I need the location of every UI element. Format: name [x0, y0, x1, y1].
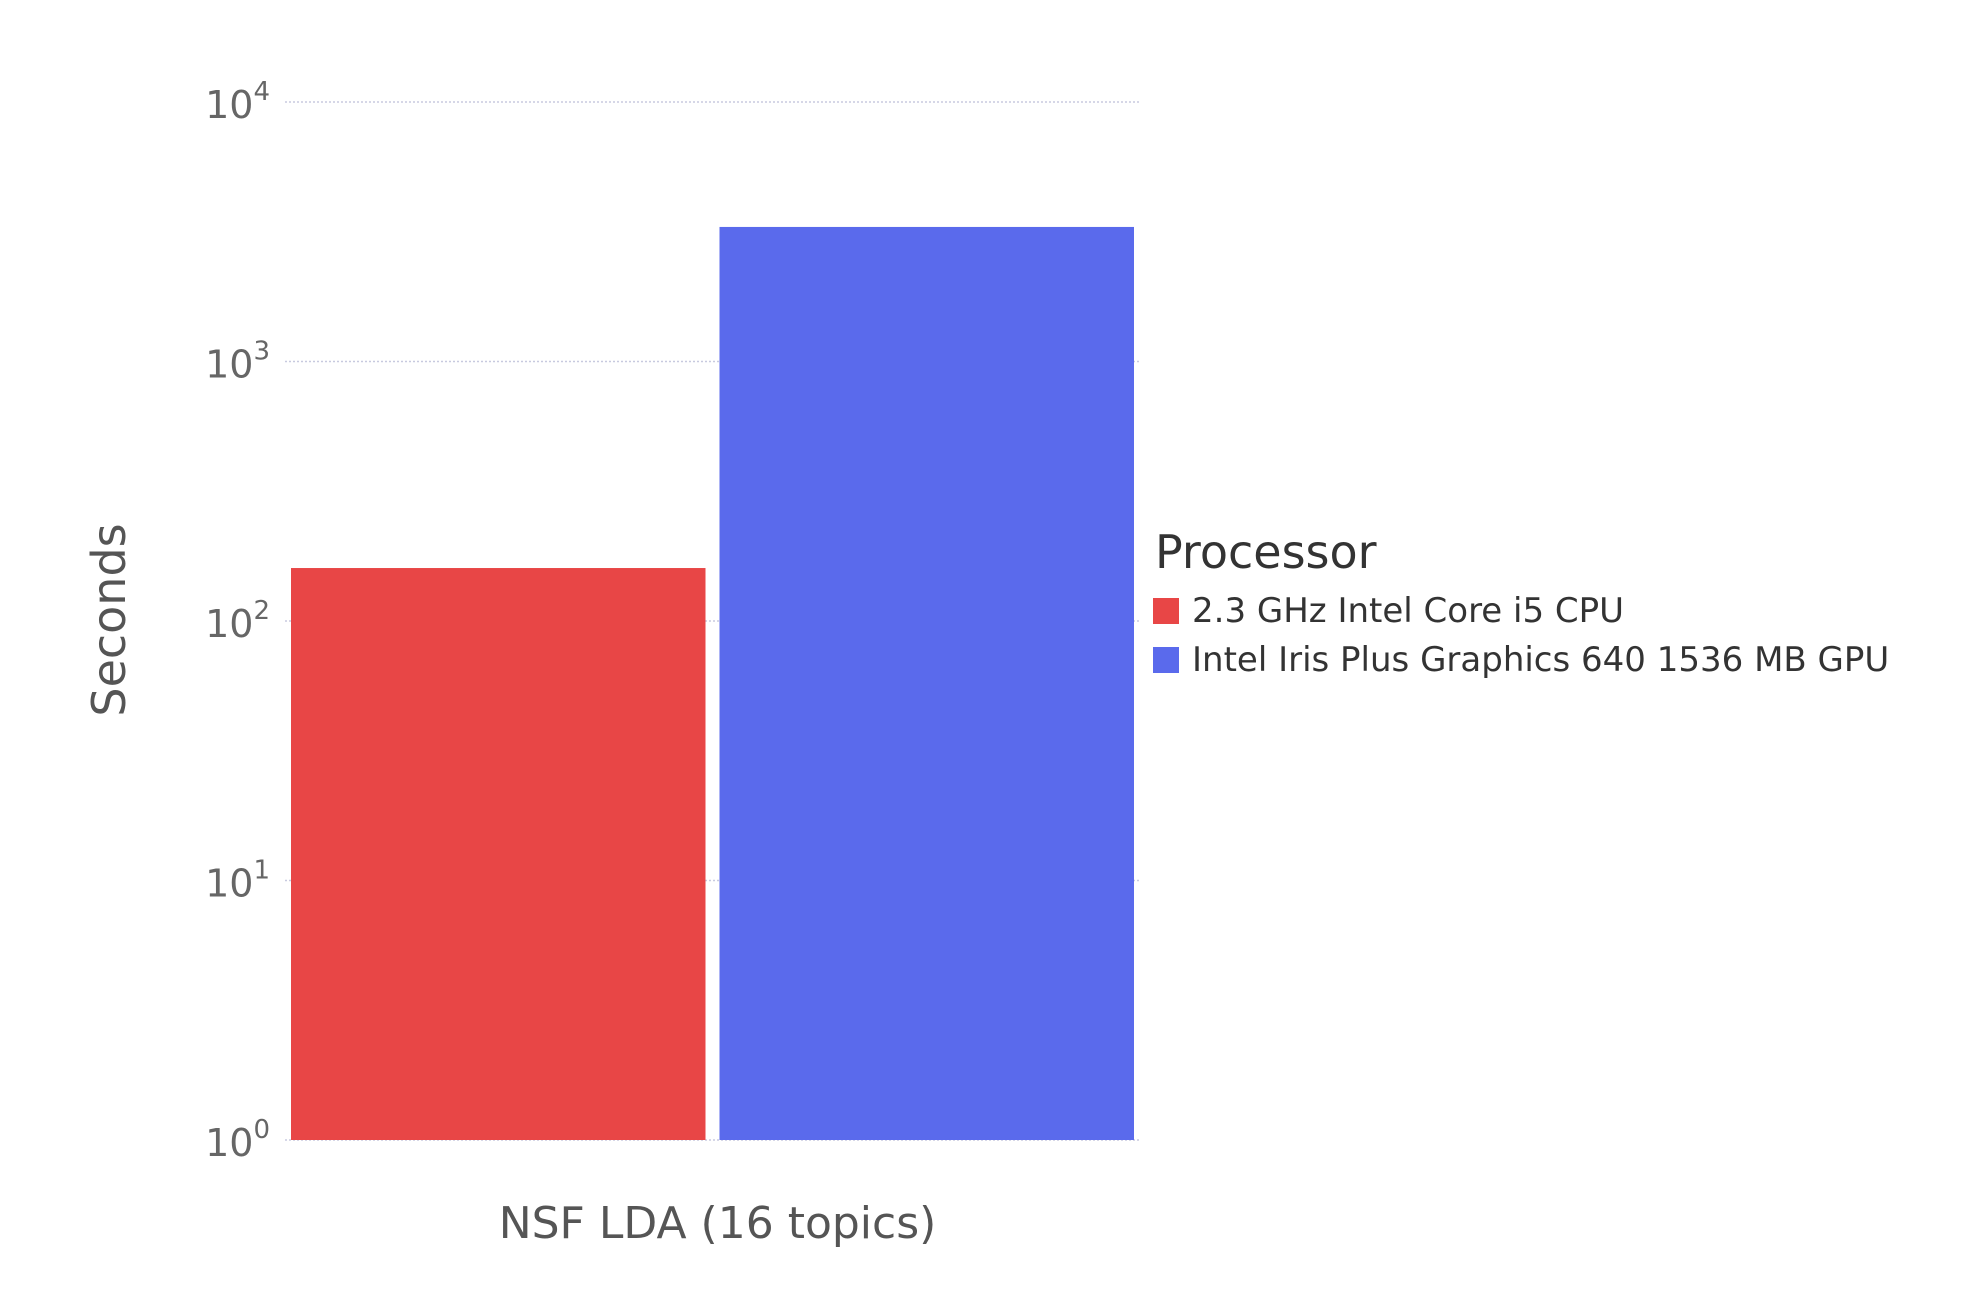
legend: Processor 2.3 GHz Intel Core i5 CPU Intel… — [1153, 525, 1889, 680]
y-tick-label: 102 — [205, 596, 270, 646]
legend-items: 2.3 GHz Intel Core i5 CPU Intel Iris Plus… — [1153, 591, 1889, 680]
bars — [291, 226, 1134, 1141]
x-tick-label: NSF LDA (16 topics) — [499, 1198, 937, 1249]
legend-swatch — [1153, 598, 1179, 624]
y-tick-label: 104 — [205, 77, 270, 127]
bar-cpu — [291, 568, 706, 1140]
y-axis-ticks: 100 101 102 103 104 — [205, 77, 270, 1165]
y-axis-label: Seconds — [82, 523, 136, 716]
bar-gpu — [719, 226, 1134, 1141]
x-axis-ticks: NSF LDA (16 topics) — [499, 1198, 937, 1249]
legend-label: 2.3 GHz Intel Core i5 CPU — [1192, 591, 1624, 631]
legend-swatch — [1153, 647, 1179, 673]
legend-label: Intel Iris Plus Graphics 640 1536 MB GPU — [1192, 640, 1889, 680]
legend-title: Processor — [1155, 525, 1377, 579]
y-tick-label: 101 — [205, 856, 270, 906]
y-tick-label: 103 — [205, 337, 270, 387]
y-tick-label: 100 — [205, 1115, 270, 1165]
